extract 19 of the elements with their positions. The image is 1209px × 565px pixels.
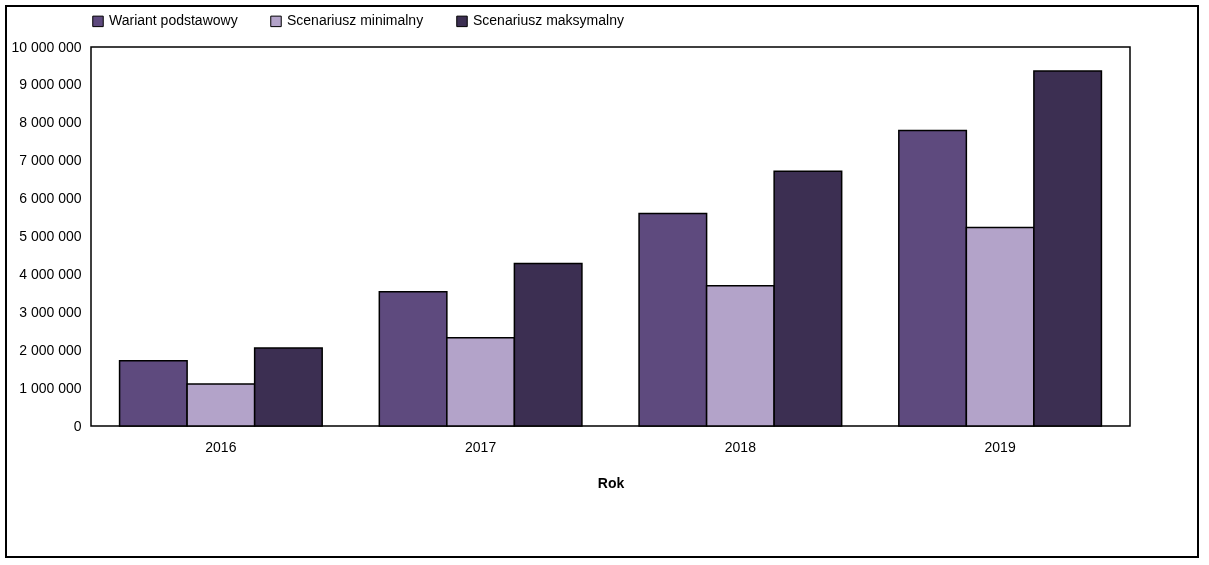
y-tick-label: 0 <box>73 417 82 434</box>
y-tick-label: 1 000 000 <box>19 379 82 396</box>
y-tick-label: 10 000 000 <box>11 38 82 55</box>
x-axis-title: Rok <box>597 474 625 491</box>
legend-label: Scenariusz maksymalny <box>473 12 624 29</box>
x-tick-label: 2017 <box>465 438 497 455</box>
y-tick-label: 8 000 000 <box>19 114 82 131</box>
y-tick-label: 6 000 000 <box>19 190 82 207</box>
y-tick-label: 9 000 000 <box>19 76 82 93</box>
y-tick-label: 5 000 000 <box>19 228 82 244</box>
legend-label: Wariant podstawowy <box>109 12 238 29</box>
x-tick-label: 2018 <box>724 438 757 455</box>
x-tick-label: 2016 <box>205 438 237 455</box>
y-tick-label: 2 000 000 <box>19 341 82 358</box>
y-tick-label: 4 000 000 <box>19 265 82 282</box>
x-tick-label: 2019 <box>984 438 1016 455</box>
y-tick-label: 3 000 000 <box>19 303 82 320</box>
y-tick-label: 7 000 000 <box>19 152 82 169</box>
legend-label: Scenariusz minimalny <box>287 12 424 29</box>
